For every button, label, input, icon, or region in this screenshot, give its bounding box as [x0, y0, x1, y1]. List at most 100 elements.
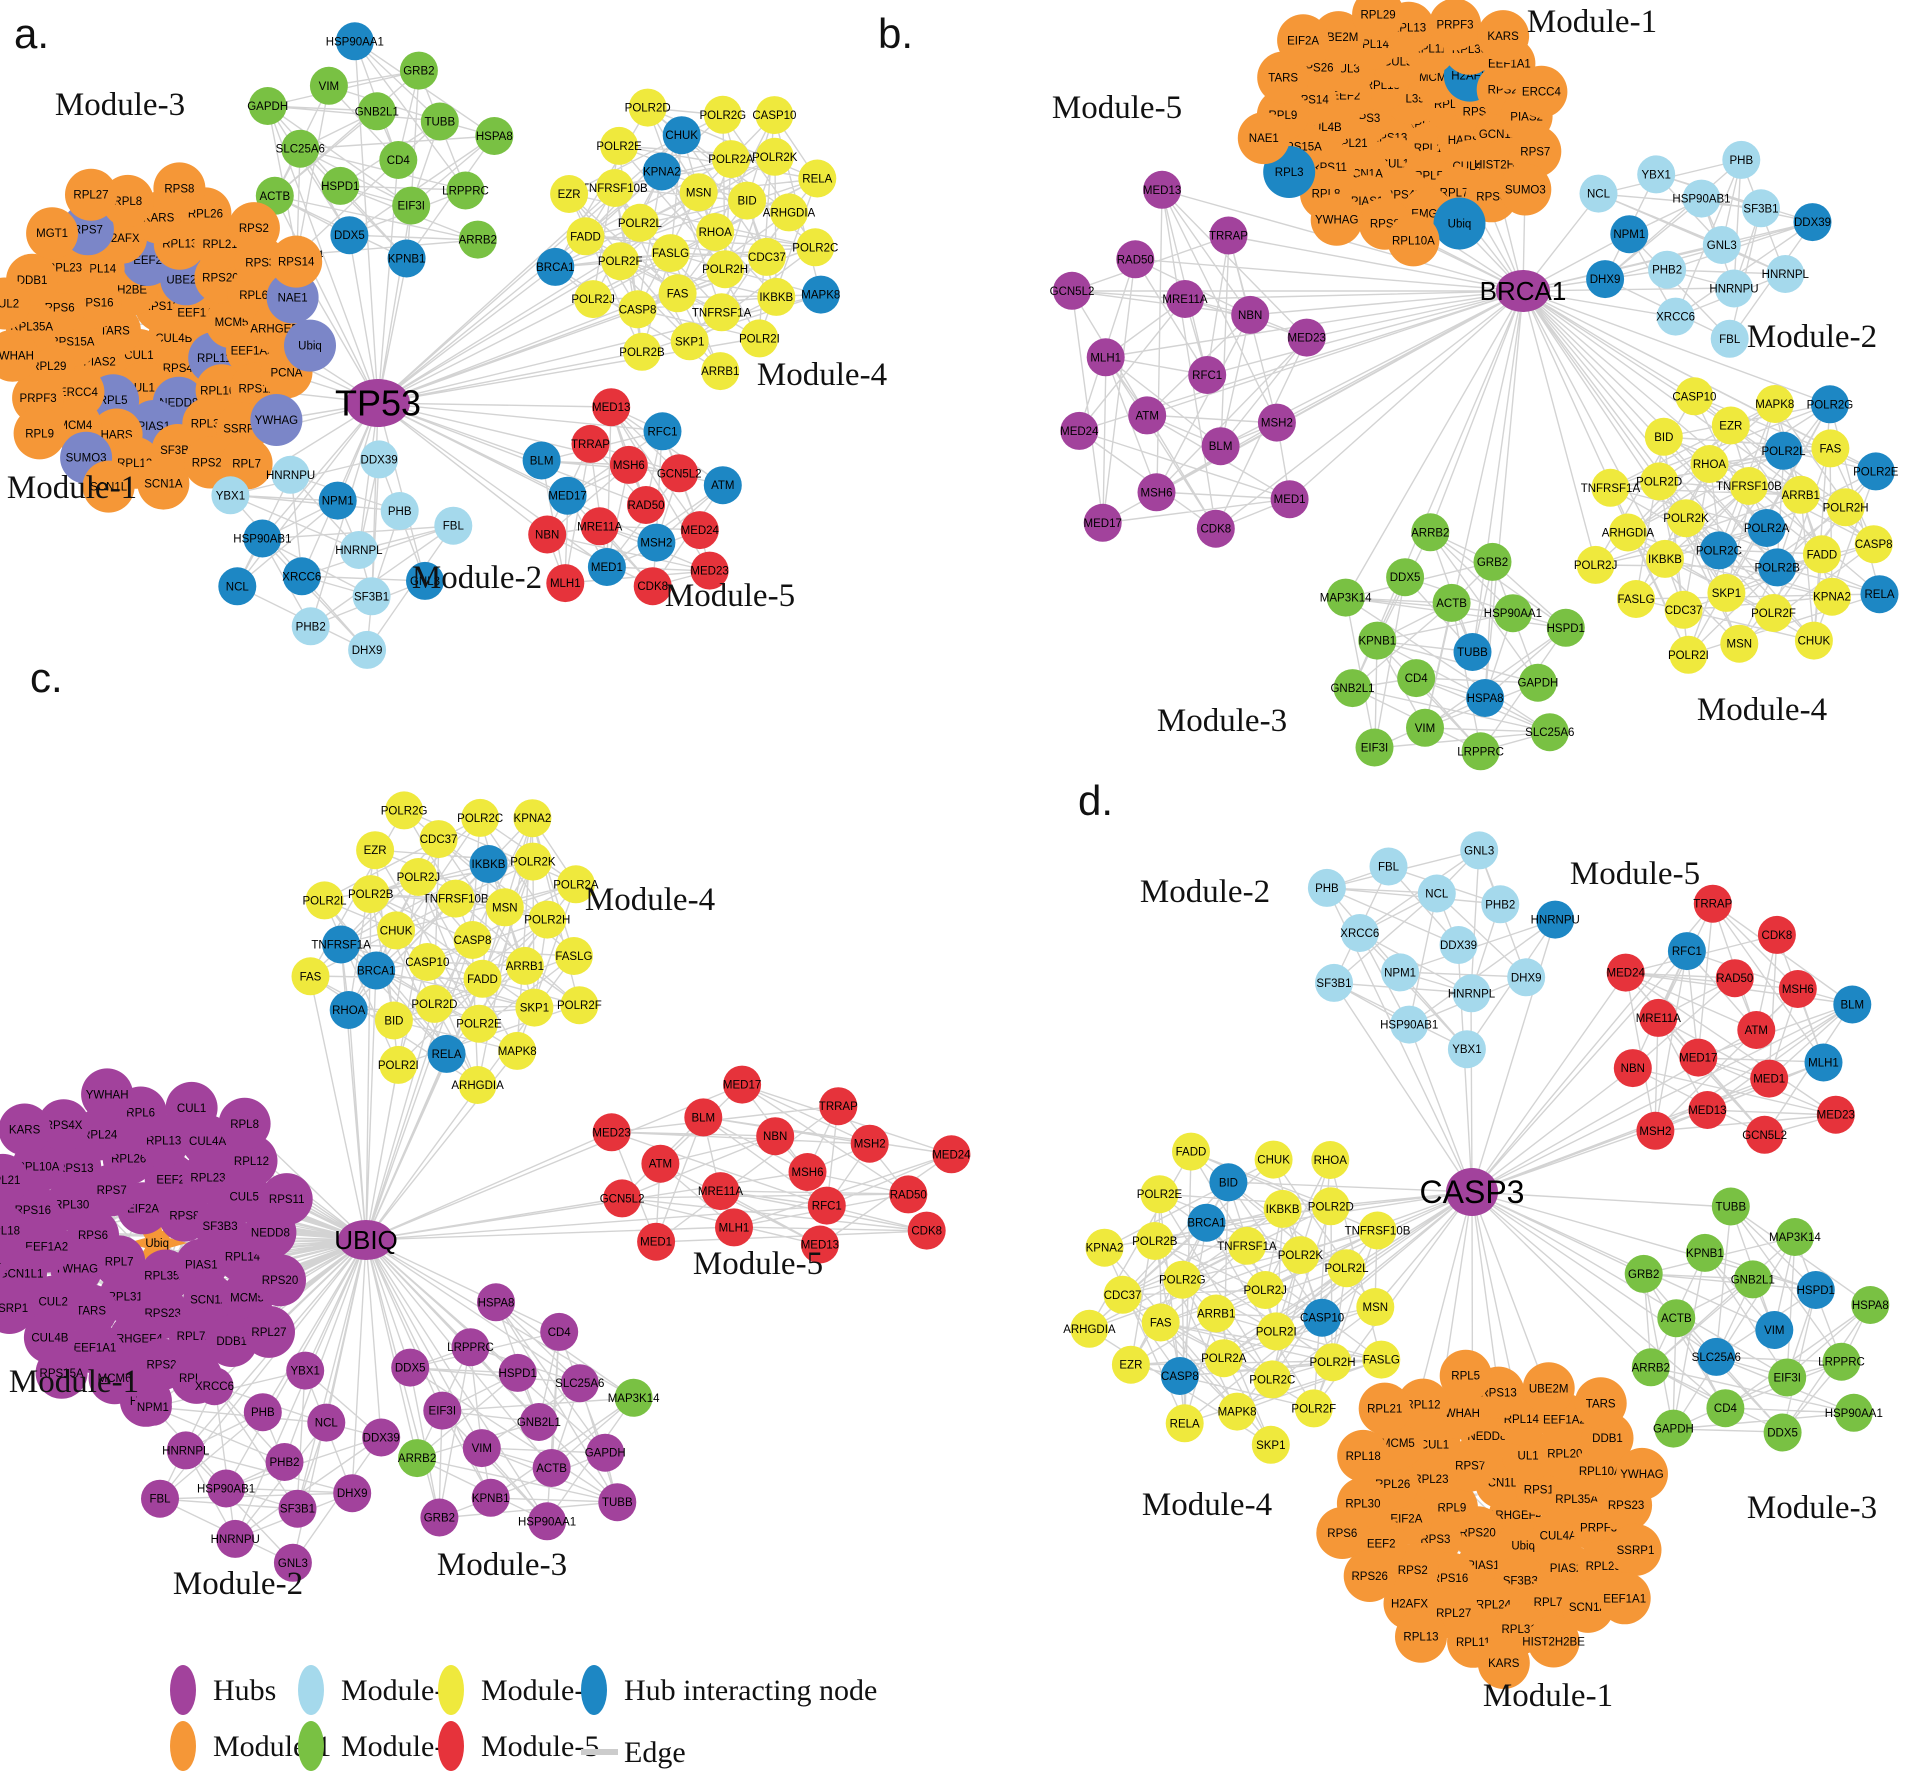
node-MLH1[interactable]	[546, 564, 585, 603]
node-ACTB[interactable]	[1432, 583, 1471, 622]
node-POLR2E[interactable]	[1140, 1175, 1179, 1214]
node-FADD[interactable]	[1802, 535, 1841, 574]
node-POLR2B[interactable]	[623, 332, 661, 371]
node-HNRNPL[interactable]	[1766, 255, 1805, 293]
node-HSPA8[interactable]	[475, 117, 514, 155]
node-TRRAP[interactable]	[571, 424, 610, 463]
node-LRPPRC[interactable]	[451, 1328, 490, 1367]
node-HSPD1[interactable]	[321, 166, 360, 205]
node-Ubiq[interactable]	[284, 319, 336, 372]
node-RAD50[interactable]	[889, 1175, 928, 1214]
node-IKBKB[interactable]	[1263, 1189, 1302, 1228]
node-GRB2[interactable]	[1473, 542, 1512, 581]
node-DHX9[interactable]	[1586, 260, 1625, 299]
node-MED17[interactable]	[548, 476, 587, 515]
node-DDX39[interactable]	[1793, 203, 1832, 242]
node-GNB2L1[interactable]	[1733, 1260, 1772, 1299]
node-NBN[interactable]	[756, 1117, 795, 1156]
node-KARS[interactable]	[1477, 1637, 1530, 1689]
node-Ubiq[interactable]	[1433, 197, 1486, 250]
hub-node-TP53[interactable]	[346, 379, 410, 427]
node-POLR2F[interactable]	[1294, 1389, 1333, 1428]
node-RPS8[interactable]	[153, 162, 206, 215]
node-MAPK8[interactable]	[801, 275, 840, 314]
node-CHUK[interactable]	[1254, 1140, 1293, 1179]
node-ATM[interactable]	[1128, 396, 1167, 435]
node-FADD[interactable]	[1172, 1132, 1210, 1171]
node-POLR2K[interactable]	[755, 137, 794, 176]
node-ARRB2[interactable]	[1411, 513, 1450, 552]
node-SCN1A[interactable]	[137, 457, 190, 510]
node-NCL[interactable]	[307, 1403, 346, 1442]
node-HSP90AA1[interactable]	[1834, 1393, 1873, 1432]
node-TRRAP[interactable]	[1693, 884, 1732, 923]
node-EIF2A[interactable]	[1277, 14, 1330, 67]
node-SF3B1[interactable]	[1315, 963, 1353, 1002]
node-POLR2E[interactable]	[600, 126, 639, 165]
node-MLH1[interactable]	[715, 1208, 753, 1247]
node-RPL27[interactable]	[243, 1305, 295, 1358]
node-IKBKB[interactable]	[757, 277, 796, 316]
node-HSPD1[interactable]	[498, 1353, 537, 1392]
node-BRCA1[interactable]	[536, 247, 575, 286]
node-POLR2L[interactable]	[620, 203, 659, 242]
node-CDC37[interactable]	[1664, 590, 1703, 629]
node-TRRAP[interactable]	[819, 1087, 858, 1126]
node-PHB[interactable]	[243, 1393, 282, 1432]
node-EZR[interactable]	[1711, 406, 1750, 445]
node-POLR2A[interactable]	[1204, 1339, 1243, 1378]
node-CD4[interactable]	[1706, 1389, 1745, 1428]
node-RPL21[interactable]	[0, 1153, 29, 1206]
node-GRB2[interactable]	[399, 51, 438, 90]
node-FAS[interactable]	[1141, 1303, 1180, 1342]
node-RPL10A[interactable]	[1387, 214, 1440, 267]
node-RFC1[interactable]	[1188, 356, 1227, 394]
node-KPNA2[interactable]	[513, 799, 552, 838]
node-POLR2H[interactable]	[528, 900, 567, 939]
node-SKP1[interactable]	[515, 988, 554, 1027]
node-NCL[interactable]	[1417, 874, 1456, 913]
node-FASLG[interactable]	[651, 234, 690, 273]
node-BLM[interactable]	[1201, 427, 1240, 466]
node-EIF3I[interactable]	[392, 186, 431, 225]
node-MLH1[interactable]	[1086, 338, 1125, 377]
node-MED23[interactable]	[592, 1113, 631, 1152]
node-YWHAG[interactable]	[1310, 193, 1363, 246]
node-POLR2G[interactable]	[703, 95, 742, 134]
node-TNFRSF1A[interactable]	[1228, 1226, 1266, 1265]
node-HSP90AA1[interactable]	[1493, 594, 1532, 633]
node-MSH6[interactable]	[609, 445, 648, 484]
node-POLR2G[interactable]	[1810, 385, 1849, 424]
node-DDX39[interactable]	[1439, 926, 1478, 964]
node-MED13[interactable]	[800, 1225, 839, 1264]
node-PHB[interactable]	[380, 492, 419, 530]
node-RPS14[interactable]	[270, 235, 323, 288]
node-DDX5[interactable]	[1386, 558, 1425, 597]
node-HNRNPL[interactable]	[1452, 974, 1491, 1013]
node-SSRP1[interactable]	[1609, 1523, 1662, 1576]
node-MRE11A[interactable]	[580, 507, 619, 546]
node-FADD[interactable]	[463, 959, 502, 998]
node-RPS23[interactable]	[184, 436, 236, 489]
node-EZR[interactable]	[1111, 1345, 1150, 1384]
node-EEF2[interactable]	[144, 1153, 197, 1206]
node-CASP8[interactable]	[618, 290, 657, 329]
node-MRE11A[interactable]	[1166, 280, 1204, 318]
node-BRCA1[interactable]	[1187, 1203, 1226, 1242]
node-EIF3I[interactable]	[1768, 1358, 1807, 1397]
node-YWHAG[interactable]	[1616, 1447, 1668, 1500]
node-RPL27[interactable]	[65, 168, 117, 221]
hub-node-UBIQ[interactable]	[338, 1220, 394, 1260]
node-MSH6[interactable]	[1137, 473, 1176, 512]
node-CD4[interactable]	[540, 1312, 579, 1351]
node-ERCC4[interactable]	[0, 1236, 8, 1288]
node-EEF1A1[interactable]	[1598, 1572, 1651, 1625]
node-KARS[interactable]	[0, 1103, 51, 1156]
node-MED1[interactable]	[1750, 1059, 1789, 1098]
node-XRCC6[interactable]	[282, 557, 321, 596]
node-FASLG[interactable]	[1617, 580, 1655, 618]
node-TNFRSF1A[interactable]	[702, 293, 741, 332]
node-RFC1[interactable]	[1667, 932, 1706, 971]
node-RELA[interactable]	[798, 159, 837, 198]
node-MSN[interactable]	[1720, 624, 1759, 663]
